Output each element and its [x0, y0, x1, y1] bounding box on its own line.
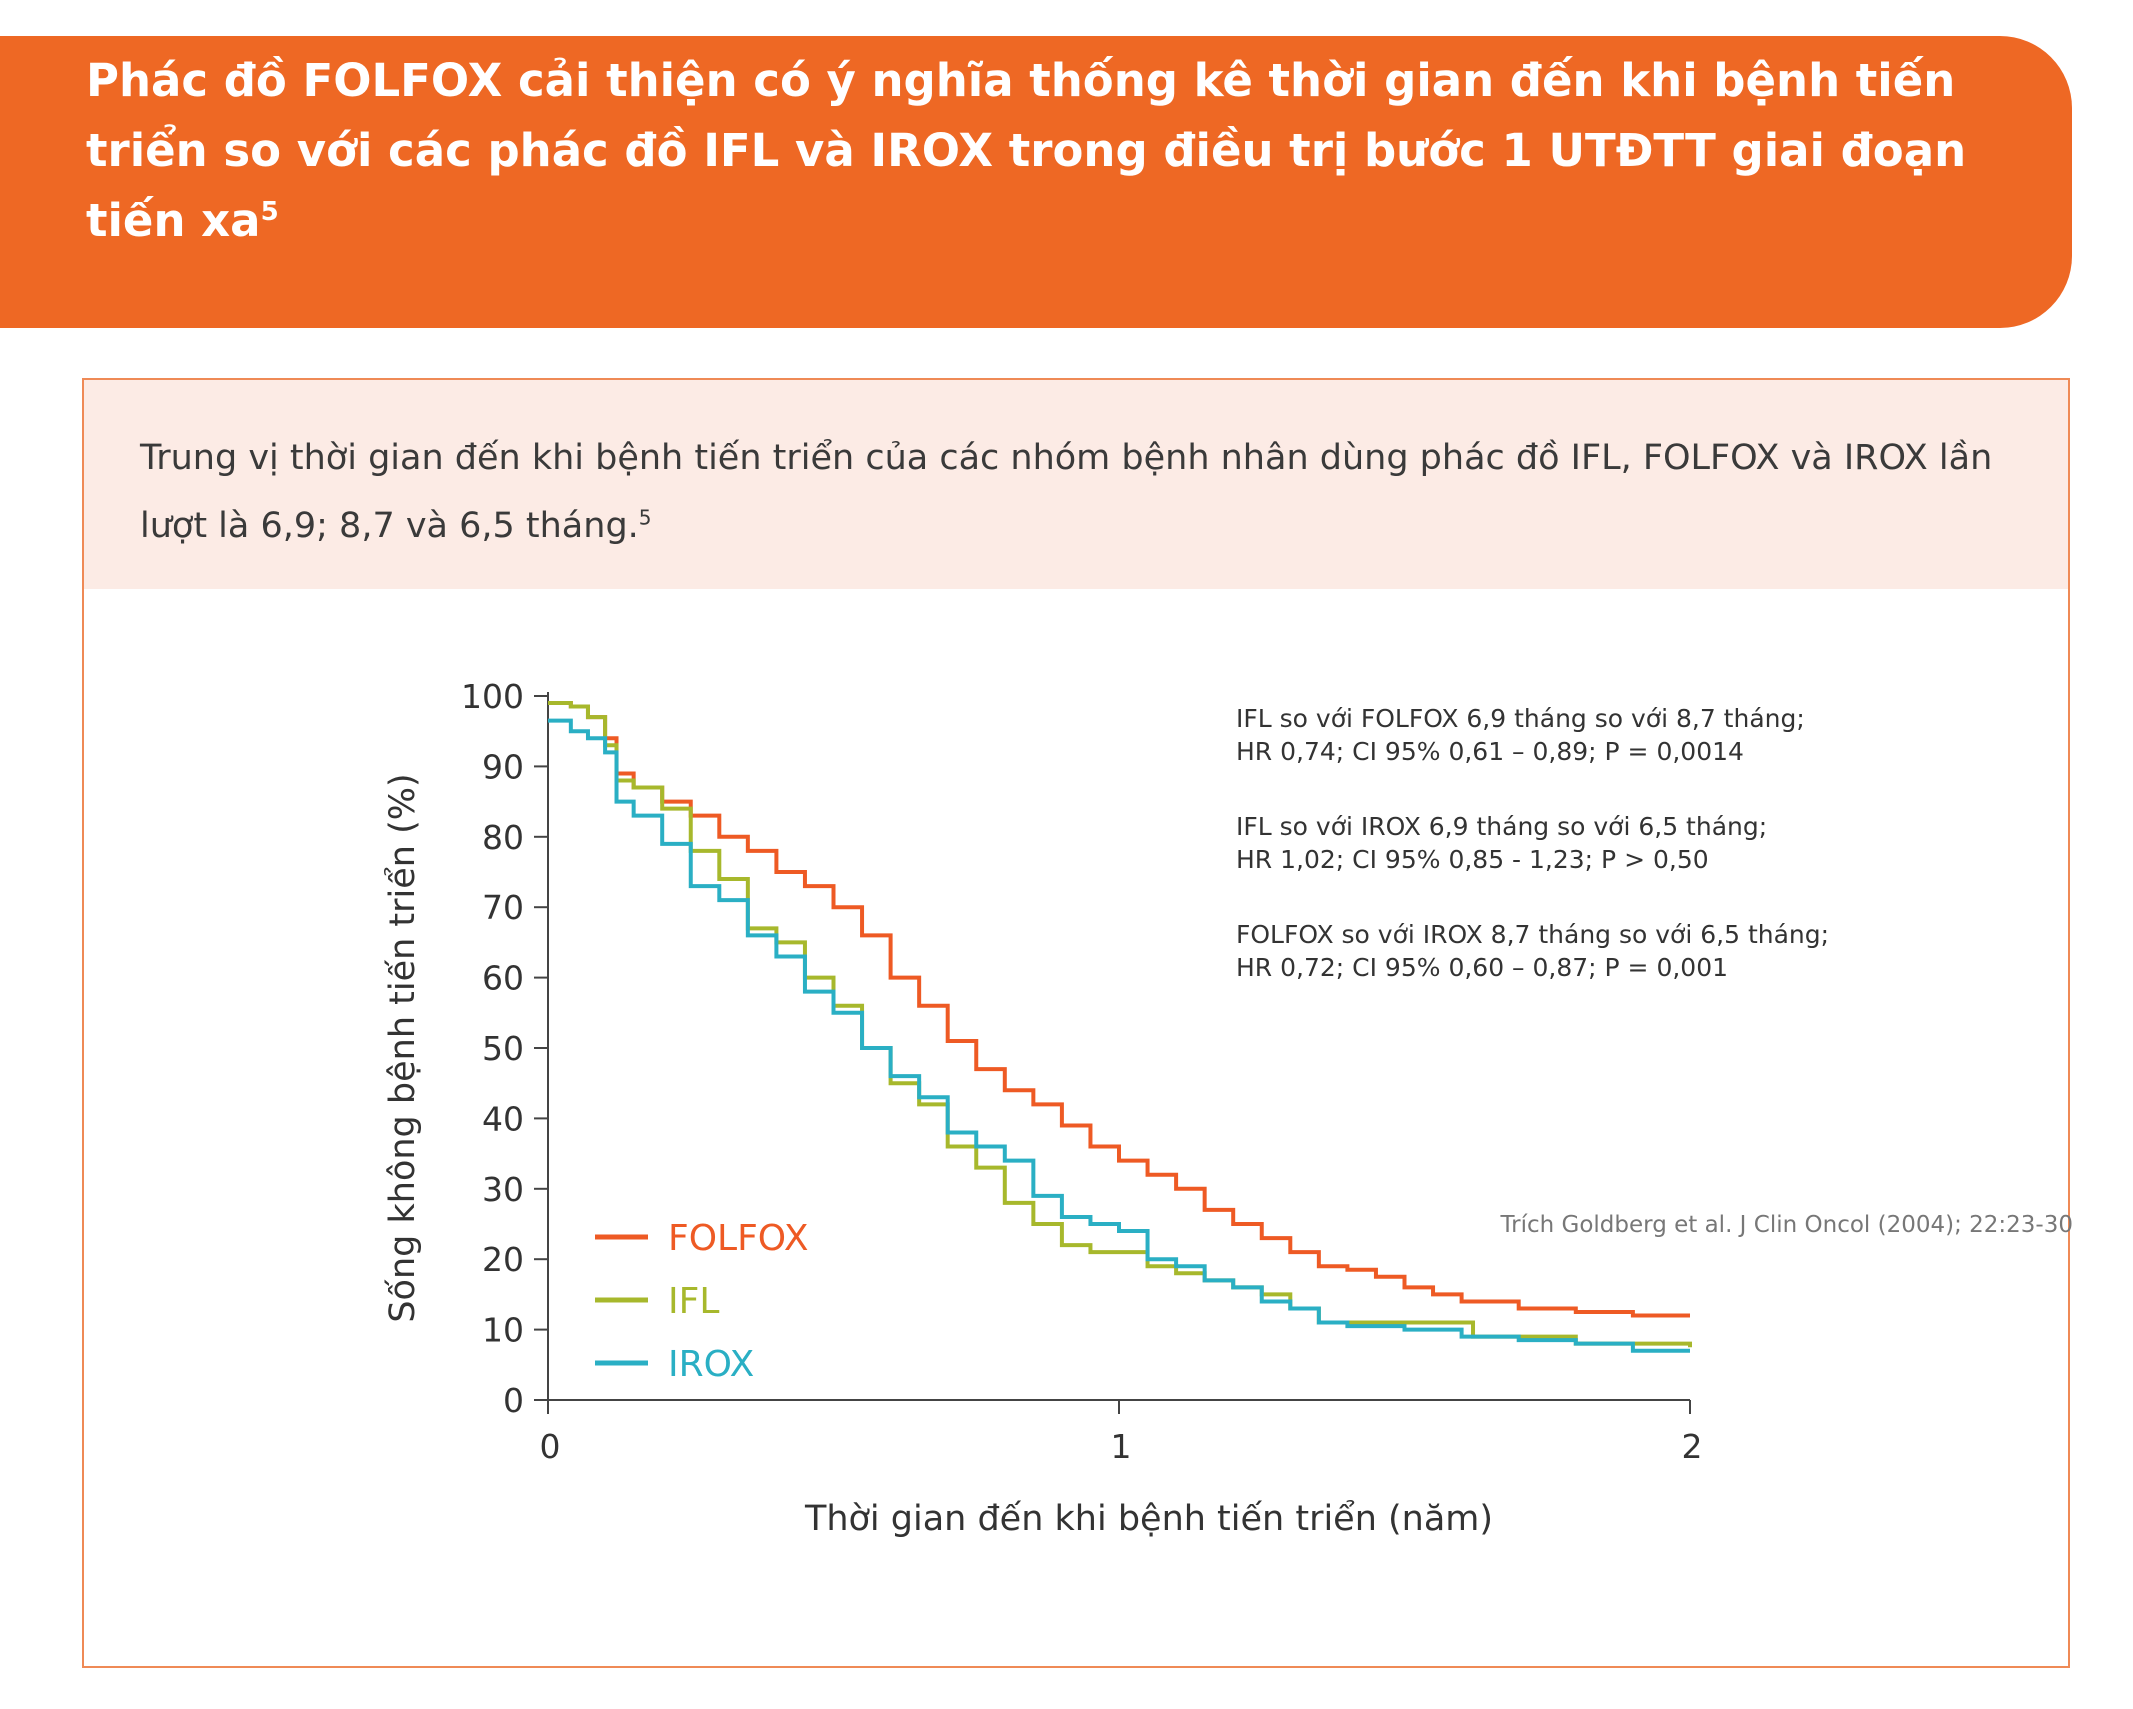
summary-text: Trung vị thời gian đến khi bệnh tiến tri…	[140, 424, 2020, 560]
legend-label-ifl: IFL	[668, 1281, 719, 1322]
y-tick-label: 0	[503, 1381, 524, 1420]
page-title-ref: 5	[260, 197, 279, 227]
y-axis-label: Sống không bệnh tiến triển (%)	[382, 773, 423, 1322]
annotation-line: HR 1,02; CI 95% 0,85 - 1,23; P > 0,50	[1236, 845, 1709, 874]
annotation-line: IFL so với IROX 6,9 tháng so với 6,5 thá…	[1236, 812, 1767, 841]
summary-panel: Trung vị thời gian đến khi bệnh tiến tri…	[84, 380, 2068, 589]
y-tick-label: 20	[482, 1240, 524, 1279]
y-tick-label: 40	[482, 1099, 524, 1138]
y-tick-label: 30	[482, 1170, 524, 1209]
header-banner	[0, 36, 2072, 328]
chart-series	[548, 701, 1692, 1353]
page-title: Phác đồ FOLFOX cải thiện có ý nghĩa thốn…	[86, 46, 2046, 256]
source-citation: Trích Goldberg et al. J Clin Oncol (2004…	[1500, 1212, 2073, 1238]
annotation-line: HR 0,72; CI 95% 0,60 – 0,87; P = 0,001	[1236, 953, 1728, 982]
series-line-irox	[548, 718, 1690, 1353]
chart-annotations: IFL so với FOLFOX 6,9 tháng so với 8,7 t…	[1236, 704, 1829, 982]
chart-legend: FOLFOX IFL IROX	[595, 1218, 809, 1385]
chart-card: Trung vị thời gian đến khi bệnh tiến tri…	[82, 378, 2070, 1668]
annotation-line: HR 0,74; CI 95% 0,61 – 0,89; P = 0,0014	[1236, 737, 1744, 766]
summary-body: Trung vị thời gian đến khi bệnh tiến tri…	[140, 438, 1993, 546]
series-line-folfox	[548, 701, 1690, 1318]
y-tick-label: 50	[482, 1029, 524, 1068]
y-tick-label: 70	[482, 888, 524, 927]
legend-label-folfox: FOLFOX	[668, 1218, 809, 1259]
y-tick-label: 10	[482, 1311, 524, 1350]
x-tick-label: 0	[540, 1427, 561, 1466]
x-tick-label: 2	[1682, 1427, 1703, 1466]
y-tick-label: 90	[482, 747, 524, 786]
summary-ref: 5	[638, 505, 652, 530]
y-tick-label: 80	[482, 818, 524, 857]
legend-label-irox: IROX	[668, 1344, 754, 1385]
x-tick-label: 1	[1111, 1427, 1132, 1466]
annotation-line: FOLFOX so với IROX 8,7 tháng so với 6,5 …	[1236, 920, 1829, 949]
page-title-text: Phác đồ FOLFOX cải thiện có ý nghĩa thốn…	[86, 54, 1967, 247]
x-axis-label: Thời gian đến khi bệnh tiến triển (năm)	[804, 1498, 1493, 1539]
chart-axes: 0 10 20 30 40 50 60 70 80 90 100 0 1 2 Thời gian đến k…	[382, 677, 1703, 1539]
annotation-line: IFL so với FOLFOX 6,9 tháng so với 8,7 t…	[1236, 704, 1805, 733]
y-tick-label: 100	[461, 677, 524, 716]
y-tick-label: 60	[482, 959, 524, 998]
